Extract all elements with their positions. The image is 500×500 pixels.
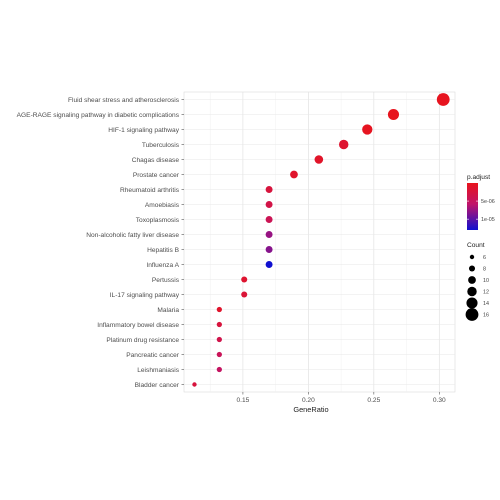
data-point (387, 108, 400, 121)
x-tick-label: 0.15 (236, 397, 249, 404)
size-legend-dot (465, 308, 479, 321)
plot-panel (183, 91, 456, 393)
y-tick-label: Toxoplasmosis (136, 217, 180, 224)
y-tick-label: Tuberculosis (142, 142, 180, 149)
size-legend-dot (468, 265, 476, 272)
color-legend-bar (467, 183, 478, 230)
x-tick-label: 0.20 (302, 397, 315, 404)
data-point (290, 170, 298, 179)
points-layer (192, 93, 450, 387)
data-point (216, 336, 222, 343)
color-legend-label: 5e-06 (481, 199, 495, 205)
data-point (265, 216, 273, 223)
x-tick-label: 0.30 (433, 397, 446, 404)
size-legend-title: Count (467, 242, 485, 249)
y-tick-label: Fluid shear stress and atherosclerosis (68, 97, 180, 104)
y-tick-label: IL-17 signaling pathway (110, 292, 180, 299)
y-tick-label: Inflammatory bowel disease (97, 322, 179, 329)
data-point (241, 276, 248, 283)
size-legend-label: 12 (483, 290, 489, 296)
data-point (314, 155, 324, 164)
color-legend-label: 1e-05 (481, 217, 495, 223)
data-point (265, 201, 273, 208)
size-legend-dot (466, 297, 478, 309)
size-legend-dot (468, 276, 476, 284)
y-tick-label: Prostate cancer (133, 172, 180, 179)
data-point (265, 246, 273, 253)
y-tick-label: AGE-RAGE signaling pathway in diabetic c… (17, 112, 180, 119)
data-point (216, 306, 222, 313)
x-tick-label: 0.25 (367, 397, 380, 404)
y-tick-label: Malaria (157, 307, 179, 314)
size-legend-label: 16 (483, 313, 489, 319)
y-tick-label: Platinum drug resistance (106, 337, 179, 344)
y-tick-label: Amoebiasis (145, 202, 180, 209)
y-tick-label: Pertussis (152, 277, 180, 284)
y-tick-label: Leishmaniasis (137, 367, 179, 374)
y-tick-label: Hepatitis B (147, 247, 179, 254)
y-tick-label: Pancreatic cancer (126, 352, 180, 359)
size-legend-dot (467, 286, 477, 297)
size-legend-label: 10 (483, 278, 489, 284)
color-legend-title: p.adjust (467, 174, 490, 181)
y-tick-label: HIF-1 signaling pathway (108, 127, 179, 134)
y-tick-label: Bladder cancer (135, 382, 180, 389)
data-point (436, 93, 450, 106)
size-legend-label: 6 (483, 255, 486, 261)
data-point (192, 382, 197, 387)
legend: p.adjust 5e-06 1e-05 Count 6 8 10 12 14 16 (465, 174, 495, 321)
x-axis: 0.15 0.20 0.25 0.30 (236, 392, 446, 404)
y-axis-labels: Fluid shear stress and atherosclerosis AG… (17, 97, 184, 389)
size-legend-label: 14 (483, 301, 489, 307)
size-legend-label: 8 (483, 267, 486, 273)
data-point (265, 231, 273, 238)
y-tick-label: Influenza A (146, 262, 179, 269)
x-axis-label: GeneRatio (293, 405, 328, 414)
data-point (265, 261, 273, 268)
data-point (265, 186, 273, 193)
data-point (216, 351, 222, 358)
data-point (338, 139, 349, 150)
data-point (241, 291, 248, 298)
data-point (216, 321, 222, 328)
y-tick-label: Rheumatoid arthritis (120, 187, 180, 194)
size-legend-dot (469, 254, 475, 260)
panel-background (183, 91, 456, 393)
data-point (216, 366, 222, 373)
data-point (362, 124, 373, 135)
y-tick-label: Chagas disease (132, 157, 180, 164)
y-tick-label: Non-alcoholic fatty liver disease (86, 232, 179, 239)
